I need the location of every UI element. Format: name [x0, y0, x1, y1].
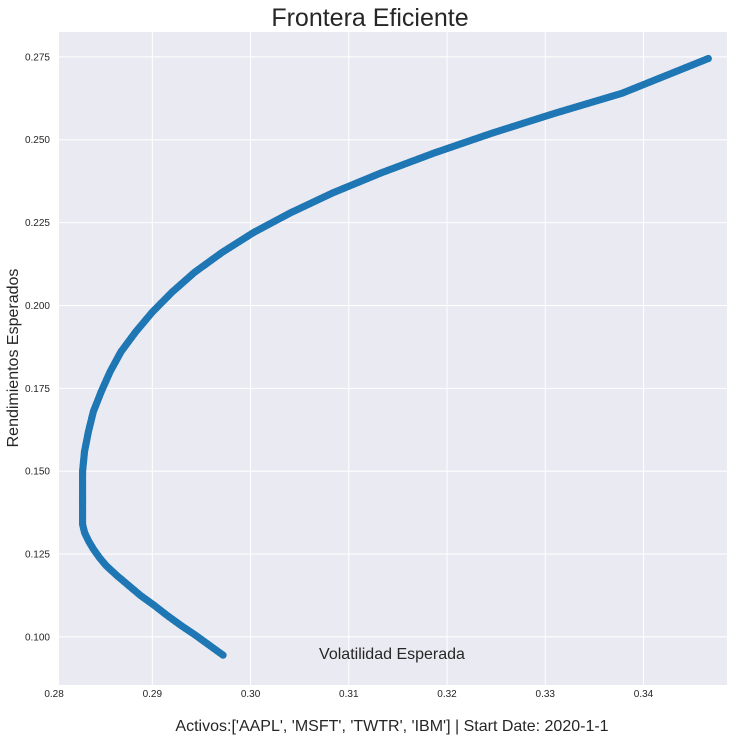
x-axis-label: Volatilidad Esperada [319, 646, 465, 663]
frontier-point [704, 54, 712, 63]
x-tick-label: 0.30 [241, 689, 261, 700]
x-tick-label: 0.31 [339, 689, 359, 700]
y-tick-label: 0.100 [25, 632, 50, 643]
y-tick-labels: 0.100 0.125 0.150 0.175 0.200 0.225 0.250 0.275 [25, 52, 50, 643]
y-tick-label: 0.200 [25, 301, 50, 312]
grid-lines [53, 32, 727, 685]
y-tick-label: 0.125 [25, 550, 50, 561]
y-tick-label: 0.175 [25, 384, 50, 395]
x-tick-label: 0.28 [44, 689, 64, 700]
chart-title: Frontera Eficiente [271, 4, 468, 32]
y-tick-label: 0.150 [25, 467, 50, 478]
y-axis-label: Rendimientos Esperados [5, 269, 22, 448]
x-tick-label: 0.29 [143, 689, 163, 700]
x-tick-labels: 0.28 0.29 0.30 0.31 0.32 0.33 0.34 [44, 689, 653, 700]
y-tick-label: 0.225 [25, 218, 50, 229]
y-tick-label: 0.275 [25, 52, 50, 63]
x-tick-label: 0.32 [437, 689, 457, 700]
frontier-points [78, 54, 712, 659]
y-tick-label: 0.250 [25, 135, 50, 146]
chart-caption: Activos:['AAPL', 'MSFT', 'TWTR', 'IBM'] … [175, 718, 608, 735]
plot-background [59, 32, 727, 685]
x-tick-label: 0.34 [634, 689, 654, 700]
x-tick-label: 0.33 [536, 689, 556, 700]
